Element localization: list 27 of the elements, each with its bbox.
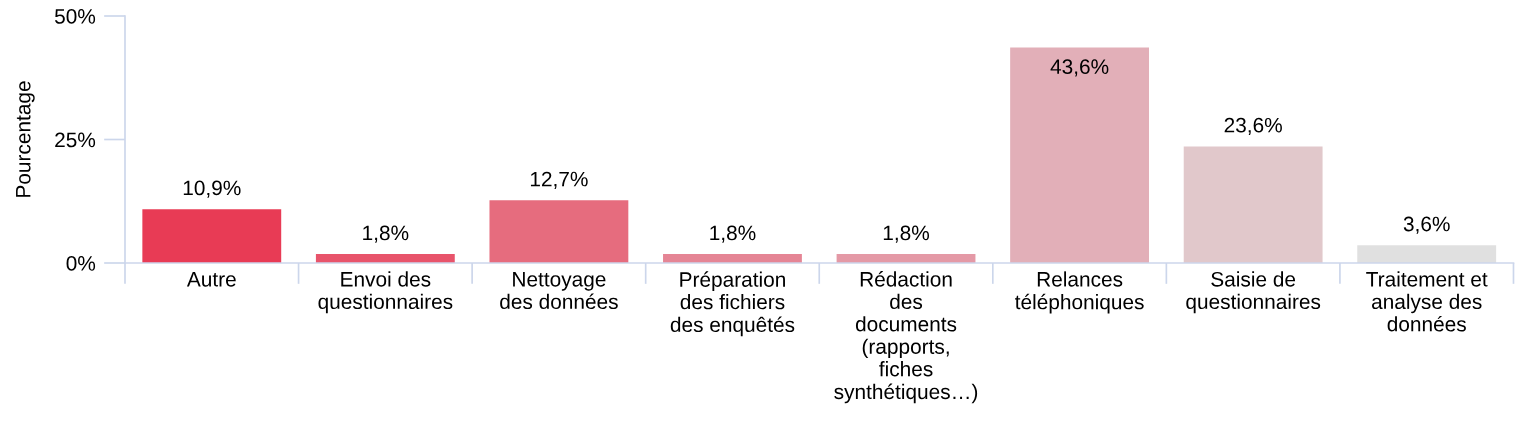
y-tick-label: 50%	[54, 9, 96, 24]
y-tick-label: 25%	[55, 132, 96, 148]
y-tick-label: 0%	[66, 256, 96, 271]
data-label: 43,6%	[1050, 59, 1109, 77]
x-tick-label: Nettoyage des données	[500, 272, 618, 310]
bar	[489, 200, 629, 263]
bar	[315, 254, 455, 263]
data-label: 1,8%	[363, 225, 409, 243]
x-tick-label: Autre	[186, 272, 236, 287]
data-label: 3,6%	[1403, 216, 1450, 234]
bar	[142, 209, 282, 263]
data-label: 1,8%	[710, 225, 756, 243]
x-tick-label: Préparation des fichiers des enquêtés	[670, 271, 795, 337]
y-axis-title: Pourcentage	[16, 81, 35, 197]
x-tick-label: Saisie de questionnaires	[1186, 271, 1321, 314]
x-tick-label: Rédaction des documents (rapports, fiches synthétiques…)	[834, 271, 978, 404]
x-tick-label: Envoi des questionnaires	[318, 271, 453, 314]
data-label: 23,6%	[1224, 117, 1282, 136]
data-label: 10,9%	[183, 180, 241, 198]
x-tick-label: Relances téléphoniques	[1015, 271, 1144, 314]
x-tick-label: Traitement et analyse des données	[1366, 271, 1488, 332]
data-label: 1,8%	[883, 225, 930, 243]
bar	[1010, 47, 1150, 263]
bar	[1183, 146, 1323, 263]
bar	[1357, 245, 1497, 263]
data-label: 12,7%	[530, 171, 588, 189]
bar	[663, 254, 802, 263]
